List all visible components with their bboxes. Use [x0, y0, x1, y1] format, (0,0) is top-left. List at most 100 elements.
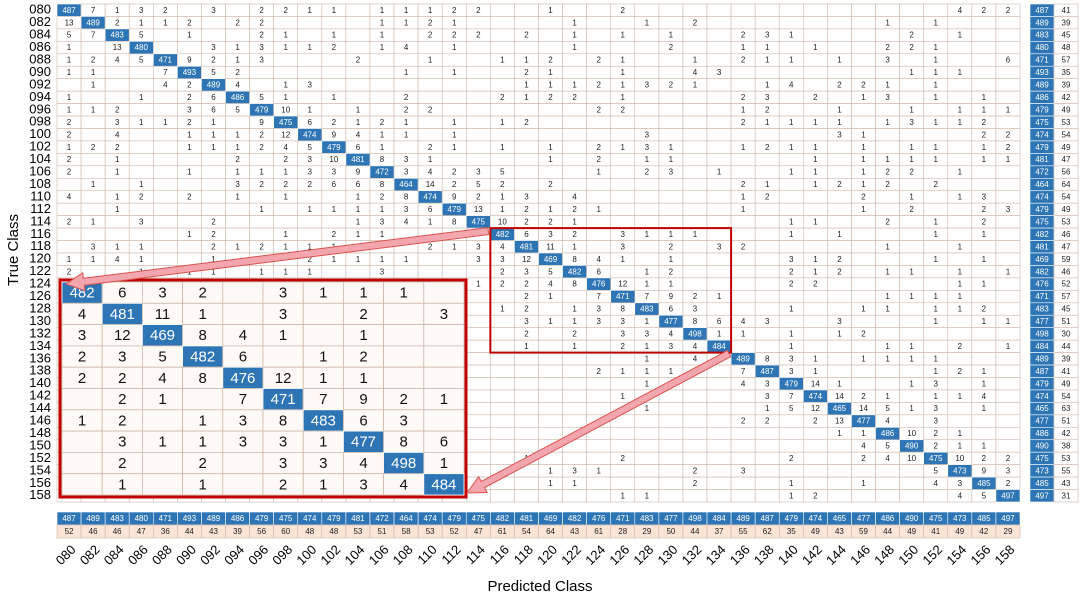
cell-value: 1: [1006, 317, 1011, 326]
row-error-value: 51: [1062, 317, 1071, 326]
empty-cell: [754, 327, 780, 341]
cell-value: 1: [741, 105, 746, 114]
cell-value: 489: [207, 81, 221, 90]
cell-value: 3: [524, 193, 529, 202]
empty-cell: [153, 128, 178, 142]
empty-cell: [706, 128, 732, 142]
column-correct-value: 480: [135, 514, 149, 523]
empty-cell: [514, 377, 539, 391]
empty-cell: [417, 265, 443, 279]
empty-cell: [706, 3, 732, 17]
inset-value: 1: [319, 370, 327, 387]
empty-cell: [730, 78, 756, 92]
empty-cell: [658, 414, 684, 428]
cell-value: 2: [621, 6, 626, 15]
cell-value: 3: [765, 379, 770, 388]
column-error-value: 28: [618, 527, 627, 536]
cell-value: 1: [187, 168, 192, 177]
cell-value: 1: [958, 242, 963, 251]
cell-value: 2: [1006, 143, 1011, 152]
empty-cell: [538, 377, 563, 391]
column-error-value: 41: [931, 527, 940, 536]
cell-value: 9: [982, 466, 987, 475]
inset-value: 1: [400, 285, 408, 302]
empty-cell: [297, 16, 323, 30]
inset-value: 4: [239, 327, 247, 344]
empty-cell: [465, 115, 491, 129]
empty-cell: [706, 464, 732, 478]
cell-value: 10: [281, 105, 290, 114]
cell-value: 3: [765, 31, 770, 40]
inset-value: 1: [359, 327, 367, 344]
empty-cell: [851, 115, 876, 129]
cell-value: 1: [428, 217, 433, 226]
row-error-value: 38: [1062, 442, 1071, 451]
empty-cell: [104, 215, 130, 229]
cell-value: 1: [235, 43, 240, 52]
inset-empty-cell: [262, 345, 304, 368]
cell-value: 1: [91, 68, 96, 77]
empty-cell: [706, 41, 732, 55]
empty-cell: [827, 240, 852, 254]
inset-value: 6: [359, 412, 367, 429]
empty-cell: [177, 3, 202, 17]
cell-value: 7: [91, 31, 96, 40]
empty-cell: [875, 103, 900, 117]
cell-value: 1: [885, 392, 890, 401]
inset-value: 3: [118, 349, 126, 366]
empty-cell: [490, 128, 515, 142]
empty-cell: [923, 28, 949, 42]
empty-cell: [634, 426, 660, 441]
cell-value: 1: [909, 404, 914, 413]
empty-cell: [490, 489, 515, 503]
empty-cell: [971, 165, 997, 179]
cell-value: 3: [789, 354, 794, 363]
row-error-value: 44: [1062, 342, 1071, 351]
cell-value: 1: [356, 118, 361, 127]
row-label: 124: [29, 276, 51, 291]
empty-cell: [369, 53, 395, 67]
empty-cell: [899, 128, 925, 142]
empty-cell: [586, 489, 612, 503]
empty-cell: [947, 414, 973, 428]
cell-value: 2: [452, 31, 457, 40]
cell-value: 2: [1006, 6, 1011, 15]
empty-cell: [514, 165, 539, 179]
cell-value: 2: [548, 180, 553, 189]
empty-cell: [923, 128, 949, 142]
cell-value: 1: [621, 491, 626, 500]
cell-value: 3: [789, 255, 794, 264]
cell-value: 1: [283, 267, 288, 276]
column-correct-value: 471: [159, 514, 173, 523]
empty-cell: [417, 252, 443, 266]
cell-value: 1: [621, 143, 626, 152]
cell-value: 2: [572, 93, 577, 102]
column-correct-value: 472: [375, 514, 389, 523]
cell-value: 475: [472, 217, 486, 226]
empty-cell: [538, 364, 563, 378]
cell-value: 1: [885, 342, 890, 351]
cell-value: 2: [476, 31, 481, 40]
column-error-value: 61: [594, 527, 603, 536]
inset-empty-cell: [61, 473, 103, 496]
cell-value: 473: [953, 466, 967, 475]
cell-value: 4: [741, 317, 746, 326]
empty-cell: [80, 90, 106, 104]
cell-value: 1: [235, 168, 240, 177]
cell-value: 8: [380, 155, 385, 164]
cell-value: 1: [669, 143, 674, 152]
cell-value: 2: [115, 143, 120, 152]
cell-value: 4: [115, 56, 120, 65]
empty-cell: [538, 302, 563, 316]
inset-value: 3: [279, 434, 287, 451]
row-correct-value: 493: [1035, 68, 1049, 77]
empty-cell: [490, 28, 515, 42]
empty-cell: [899, 215, 925, 229]
empty-cell: [225, 3, 250, 17]
column-error-value: 53: [426, 527, 435, 536]
empty-cell: [56, 178, 82, 192]
cell-value: 1: [885, 81, 890, 90]
empty-cell: [634, 115, 660, 129]
column-error-value: 43: [570, 527, 579, 536]
empty-cell: [538, 115, 563, 129]
